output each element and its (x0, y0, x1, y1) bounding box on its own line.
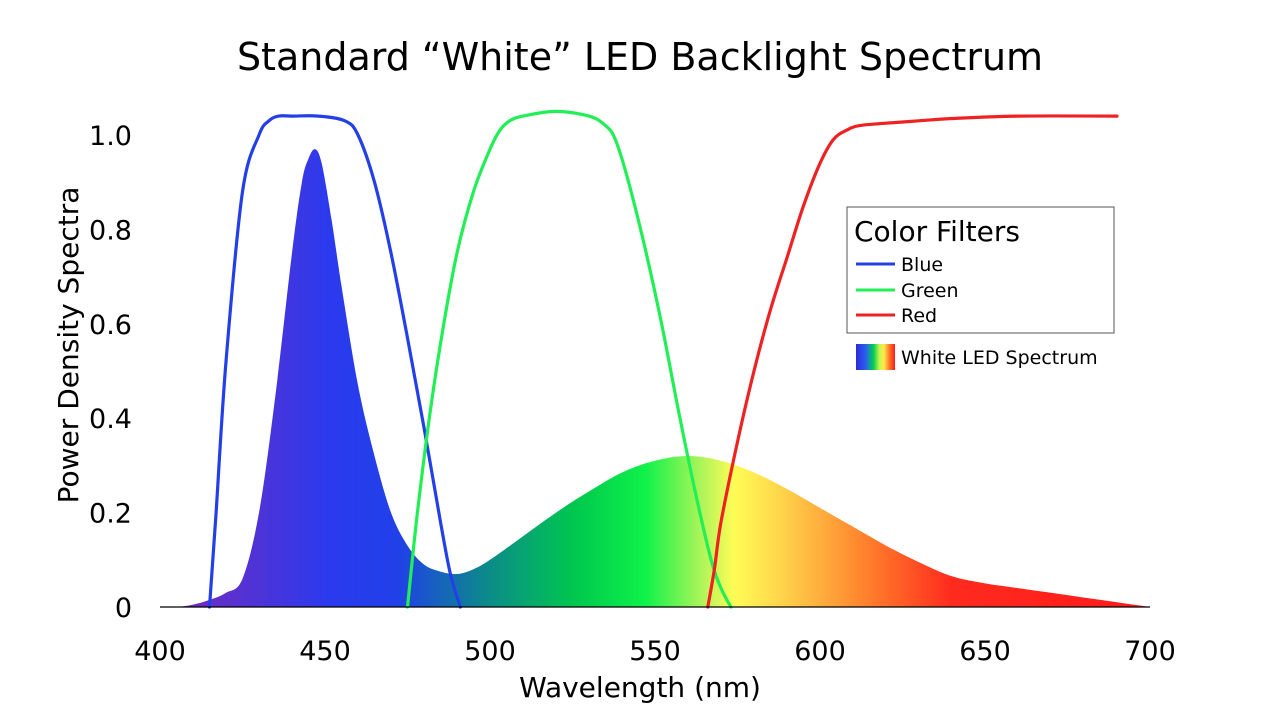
x-tick-450: 450 (299, 636, 351, 667)
x-tick-400: 400 (134, 636, 186, 667)
series-green-line (405, 109, 733, 609)
legend-label-green: Green (901, 280, 959, 302)
series-white-led-spectrum-area (160, 149, 1150, 608)
spectrum-area-layer (160, 149, 1150, 608)
y-tick-0-6: 0.6 (89, 310, 132, 341)
y-tick-labels: 0 0.2 0.4 0.6 0.8 1.0 (89, 121, 132, 624)
legend-swatch-spectrum (856, 344, 895, 370)
series-blue-line (207, 114, 462, 609)
chart-title: Standard “White” LED Backlight Spectrum (237, 35, 1043, 79)
x-tick-550: 550 (629, 636, 681, 667)
y-tick-0-2: 0.2 (89, 499, 132, 530)
series-red-line (706, 114, 1119, 609)
y-tick-0-4: 0.4 (89, 404, 132, 435)
legend-label-red: Red (901, 305, 937, 327)
x-tick-650: 650 (959, 636, 1011, 667)
y-tick-0: 0 (115, 593, 132, 624)
legend-title: Color Filters (854, 215, 1020, 248)
x-tick-700: 700 (1124, 636, 1176, 667)
x-tick-600: 600 (794, 636, 846, 667)
legend-label-spectrum: White LED Spectrum (901, 347, 1098, 369)
filter-lines-layer (207, 109, 1119, 609)
x-tick-labels: 400 450 500 550 600 650 700 (134, 636, 1176, 667)
legend: Color Filters Blue Green Red White LED S… (846, 206, 1115, 370)
legend-box (846, 206, 1115, 334)
y-tick-1-0: 1.0 (89, 121, 132, 152)
y-axis-label: Power Density Spectra (52, 187, 85, 504)
x-axis-label: Wavelength (nm) (519, 671, 761, 704)
y-tick-0-8: 0.8 (89, 215, 132, 246)
x-tick-500: 500 (464, 636, 516, 667)
legend-label-blue: Blue (901, 254, 943, 276)
